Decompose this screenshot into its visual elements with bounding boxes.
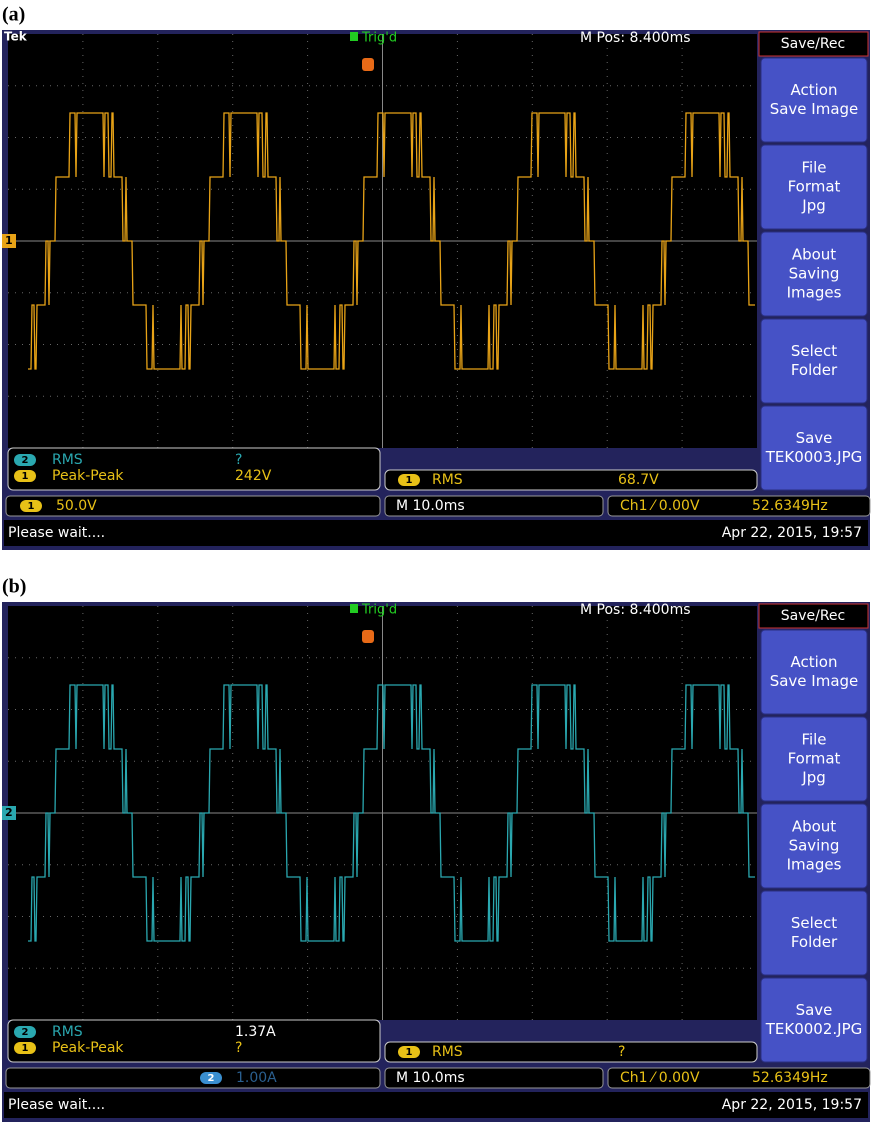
trigger-marker bbox=[362, 58, 374, 71]
measure-value: 242V bbox=[235, 468, 272, 484]
trigger-marker bbox=[362, 630, 374, 643]
scale: 50.0V bbox=[56, 498, 97, 514]
trigger-status: Trig'd bbox=[361, 31, 397, 46]
frequency: 52.6349Hz bbox=[752, 498, 828, 514]
menu-button-text: Jpg bbox=[801, 197, 825, 215]
scale: 1.00A bbox=[236, 1070, 277, 1086]
date: Apr 22, 2015, 19:57 bbox=[722, 525, 862, 541]
trig-icon bbox=[350, 604, 358, 613]
trigger-level: Ch1 ⁄ 0.00V bbox=[620, 498, 700, 514]
menu-button-text: Save bbox=[796, 429, 833, 447]
measure-name: RMS bbox=[432, 1044, 463, 1060]
measure-icon-text: 1 bbox=[406, 475, 413, 486]
menu-button-text: TEK0003.JPG bbox=[765, 448, 863, 466]
menu-title: Save/Rec bbox=[781, 36, 846, 52]
scale-icon-text: 2 bbox=[208, 1073, 215, 1084]
menu-button-text: Action bbox=[791, 653, 838, 671]
menu-button-text: File bbox=[801, 159, 826, 177]
menu-button-text: About bbox=[792, 246, 836, 264]
m-pos: M Pos: 8.400ms bbox=[580, 602, 691, 618]
channel-marker: 2 bbox=[5, 806, 13, 819]
menu-button-text: Format bbox=[788, 750, 841, 768]
measure-name: Peak-Peak bbox=[52, 1040, 124, 1056]
m-pos: M Pos: 8.400ms bbox=[580, 30, 691, 46]
measure-icon-text: 2 bbox=[22, 1027, 29, 1038]
date: Apr 22, 2015, 19:57 bbox=[722, 1097, 862, 1113]
menu-button-text: Save Image bbox=[770, 672, 859, 690]
menu-button-text: About bbox=[792, 818, 836, 836]
timebase: M 10.0ms bbox=[396, 498, 465, 514]
panel-label: (b) bbox=[2, 576, 26, 598]
measure-value: 1.37A bbox=[235, 1024, 276, 1040]
screenshots: (a) Tek Trig'd M Pos: 8.400ms 1 Save/Rec Actio… bbox=[0, 0, 872, 1122]
scale-box bbox=[6, 1068, 380, 1088]
measure-value: ? bbox=[235, 1040, 242, 1056]
menu-button-text: Format bbox=[788, 178, 841, 196]
menu-button-text: Saving bbox=[789, 837, 840, 855]
measure-value: ? bbox=[235, 452, 242, 468]
frequency: 52.6349Hz bbox=[752, 1070, 828, 1086]
menu-button-text: File bbox=[801, 731, 826, 749]
menu-button-text: TEK0002.JPG bbox=[765, 1020, 863, 1038]
scale-icon-text: 1 bbox=[28, 501, 35, 512]
menu-button-text: Images bbox=[787, 284, 842, 302]
menu-button-text: Action bbox=[791, 81, 838, 99]
panel-label: (a) bbox=[2, 4, 25, 26]
measure-name: RMS bbox=[432, 472, 463, 488]
measure-icon-text: 1 bbox=[406, 1047, 413, 1058]
measure-value: 68.7V bbox=[618, 472, 659, 488]
menu-button-text: Save Image bbox=[770, 100, 859, 118]
menu-button-text: Images bbox=[787, 856, 842, 874]
timebase: M 10.0ms bbox=[396, 1070, 465, 1086]
measure-name: RMS bbox=[52, 452, 83, 468]
menu-button-text: Folder bbox=[791, 361, 838, 379]
measure-icon-text: 1 bbox=[22, 1043, 29, 1054]
menu-button-text: Saving bbox=[789, 265, 840, 283]
trigger-status: Trig'd bbox=[361, 603, 397, 618]
menu-button-text: Select bbox=[791, 914, 837, 932]
trigger-level: Ch1 ⁄ 0.00V bbox=[620, 1070, 700, 1086]
menu-button-text: Select bbox=[791, 342, 837, 360]
menu-title: Save/Rec bbox=[781, 608, 846, 624]
brand: Tek bbox=[4, 30, 28, 44]
channel-marker: 1 bbox=[5, 234, 13, 247]
status: Please wait.... bbox=[8, 525, 105, 541]
measure-name: RMS bbox=[52, 1024, 83, 1040]
measure-value: ? bbox=[618, 1044, 625, 1060]
measure-name: Peak-Peak bbox=[52, 468, 124, 484]
menu-button-text: Jpg bbox=[801, 769, 825, 787]
menu-button-text: Folder bbox=[791, 933, 838, 951]
menu-button-text: Save bbox=[796, 1001, 833, 1019]
status: Please wait.... bbox=[8, 1097, 105, 1113]
measure-icon-text: 2 bbox=[22, 455, 29, 466]
trig-icon bbox=[350, 32, 358, 41]
measure-icon-text: 1 bbox=[22, 471, 29, 482]
